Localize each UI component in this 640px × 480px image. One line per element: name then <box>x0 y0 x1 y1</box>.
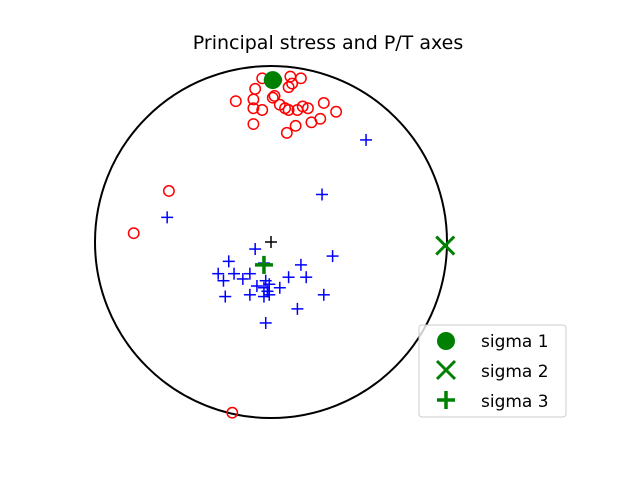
plot-area <box>127 70 456 419</box>
sigma-2-marker <box>435 235 456 256</box>
t-axis-point-1 <box>316 188 329 201</box>
p-axis-point-3 <box>294 72 307 85</box>
legend-sigma2-label: sigma 2 <box>481 362 549 382</box>
p-axis-point-9 <box>268 89 281 102</box>
legend-sigma2-marker <box>435 359 457 381</box>
p-axis-point-4 <box>286 77 299 90</box>
t-axis-point-26 <box>291 302 304 315</box>
t-axis-point-3 <box>249 243 262 256</box>
t-axis-point-22 <box>219 290 232 303</box>
p-axis-point-24 <box>247 102 260 115</box>
p-axis-point-8 <box>247 93 260 106</box>
t-axis-point-27 <box>259 316 272 329</box>
legend-sigma1-label: sigma 1 <box>481 332 549 352</box>
t-axis-point-7 <box>294 258 307 271</box>
sigma-3-marker <box>254 255 273 274</box>
legend-sigma1-marker <box>437 332 455 350</box>
p-axis-point-7 <box>229 95 242 108</box>
p-axis-point-25 <box>162 185 175 197</box>
p-axis-point-26 <box>127 227 140 240</box>
p-axis-point-20 <box>289 119 302 132</box>
t-axis-point-23 <box>243 288 256 301</box>
legend-sigma3-label: sigma 3 <box>481 392 549 412</box>
t-axis-point-14 <box>300 271 313 284</box>
p-axis-point-19 <box>305 116 318 129</box>
t-axis-point-0 <box>360 133 373 146</box>
t-axis-point-18 <box>250 280 263 292</box>
t-axis-point-17 <box>273 281 286 294</box>
p-axis-point-28 <box>266 91 279 104</box>
p-axis-point-21 <box>247 118 260 131</box>
center-marker <box>265 236 277 248</box>
p-axis-point-16 <box>317 97 330 109</box>
t-axis-point-5 <box>222 255 235 268</box>
t-axis-point-12 <box>217 274 230 287</box>
t-axis-point-10 <box>243 267 256 280</box>
p-axis-point-12 <box>282 104 295 116</box>
legend-sigma3-marker <box>437 391 455 409</box>
p-axis-point-23 <box>256 104 269 116</box>
t-axis-point-9 <box>228 267 241 280</box>
p-axis-point-15 <box>302 102 314 115</box>
t-axis-point-28 <box>261 285 274 298</box>
t-axis-point-2 <box>161 211 174 224</box>
p-axis-point-14 <box>296 100 309 113</box>
p-axis-point-22 <box>280 126 293 139</box>
t-axis-point-4 <box>326 250 339 263</box>
t-axis-point-13 <box>282 271 295 284</box>
p-axis-point-5 <box>282 81 295 94</box>
legend: sigma 1 sigma 2 sigma 3 <box>418 324 567 418</box>
legend-frame <box>418 324 567 418</box>
t-axis-point-25 <box>317 288 330 301</box>
t-axis-point-11 <box>236 272 249 285</box>
t-axis-point-8 <box>212 267 225 280</box>
p-axis-point-27 <box>226 406 239 419</box>
sigma-1-marker <box>263 71 282 90</box>
chart-title: Principal stress and P/T axes <box>193 32 463 54</box>
p-axis-point-17 <box>330 105 343 118</box>
